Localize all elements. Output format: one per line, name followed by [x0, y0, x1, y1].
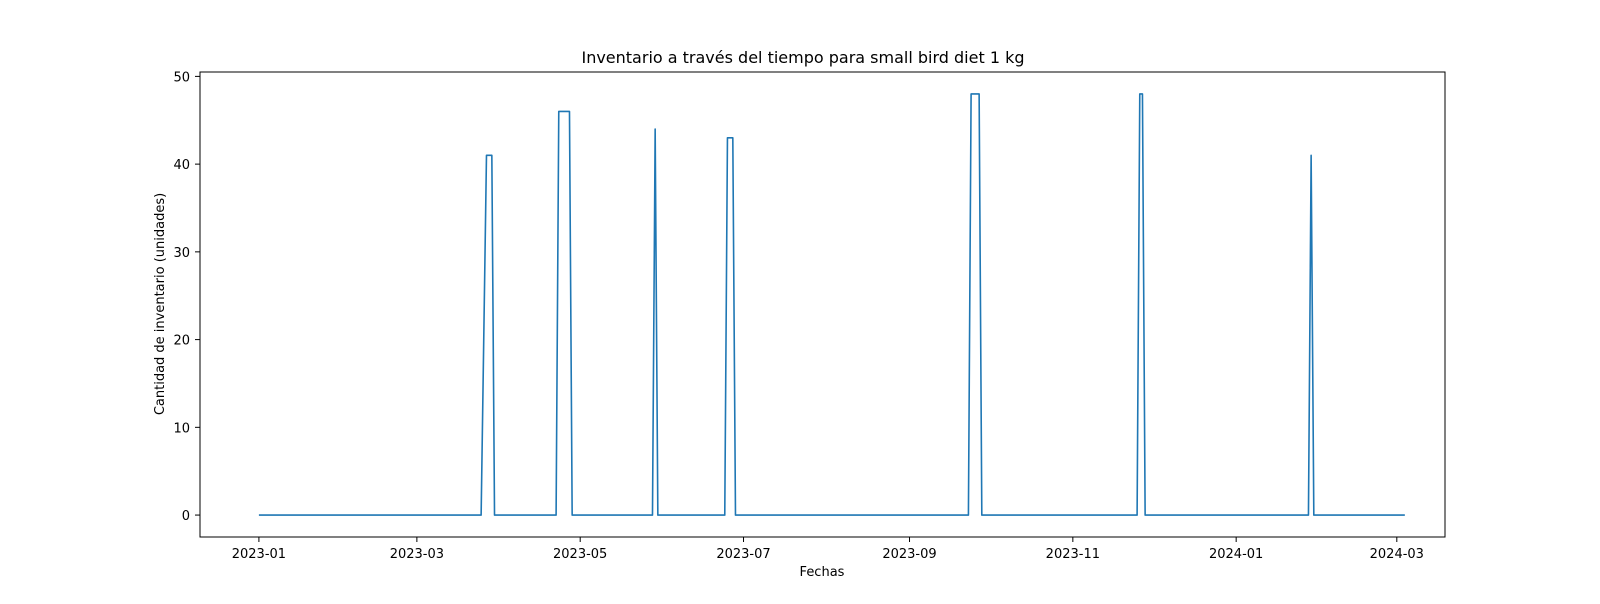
y-tick-label-0: 0: [182, 509, 190, 524]
x-axis: 2023-01 2023-03 2023-05 2023-07 2023-09 2023-…: [232, 537, 1424, 562]
x-tick-label-3: 2023-07: [716, 547, 770, 562]
y-tick-label-4: 40: [173, 158, 190, 173]
series-line-0: [258, 93, 1405, 516]
x-axis-label: Fechas: [800, 565, 845, 580]
y-tick-label-2: 20: [173, 334, 190, 349]
y-axis-label: Cantidad de inventario (unidades): [153, 193, 168, 415]
y-axis: 0 10 20 30 40 50: [173, 70, 200, 524]
y-tick-label-5: 50: [173, 70, 190, 85]
x-tick-label-4: 2023-09: [882, 547, 936, 562]
x-tick-label-5: 2023-11: [1046, 547, 1100, 562]
plot-area: [258, 93, 1405, 516]
y-tick-label-1: 10: [173, 421, 190, 436]
axes-frame: [199, 71, 1446, 538]
x-tick-label-2: 2023-05: [553, 547, 607, 562]
x-tick-label-0: 2023-01: [232, 547, 286, 562]
chart-title: Inventario a través del tiempo para smal…: [581, 48, 1024, 67]
y-tick-label-3: 30: [173, 246, 190, 261]
x-tick-label-1: 2023-03: [390, 547, 444, 562]
x-tick-label-7: 2024-03: [1370, 547, 1424, 562]
x-tick-label-6: 2024-01: [1209, 547, 1263, 562]
